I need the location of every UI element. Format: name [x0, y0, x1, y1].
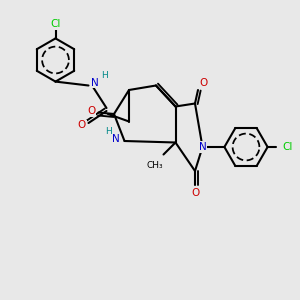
Text: N: N [199, 142, 207, 152]
Text: H: H [102, 70, 108, 80]
Text: O: O [88, 106, 96, 116]
Text: CH₃: CH₃ [146, 160, 163, 169]
Text: O: O [78, 120, 86, 130]
Text: N: N [112, 134, 120, 145]
Text: Cl: Cl [282, 142, 292, 152]
Text: H: H [105, 128, 111, 136]
Text: N: N [91, 77, 98, 88]
Text: Cl: Cl [50, 19, 61, 29]
Text: O: O [191, 188, 200, 198]
Text: O: O [199, 78, 207, 88]
